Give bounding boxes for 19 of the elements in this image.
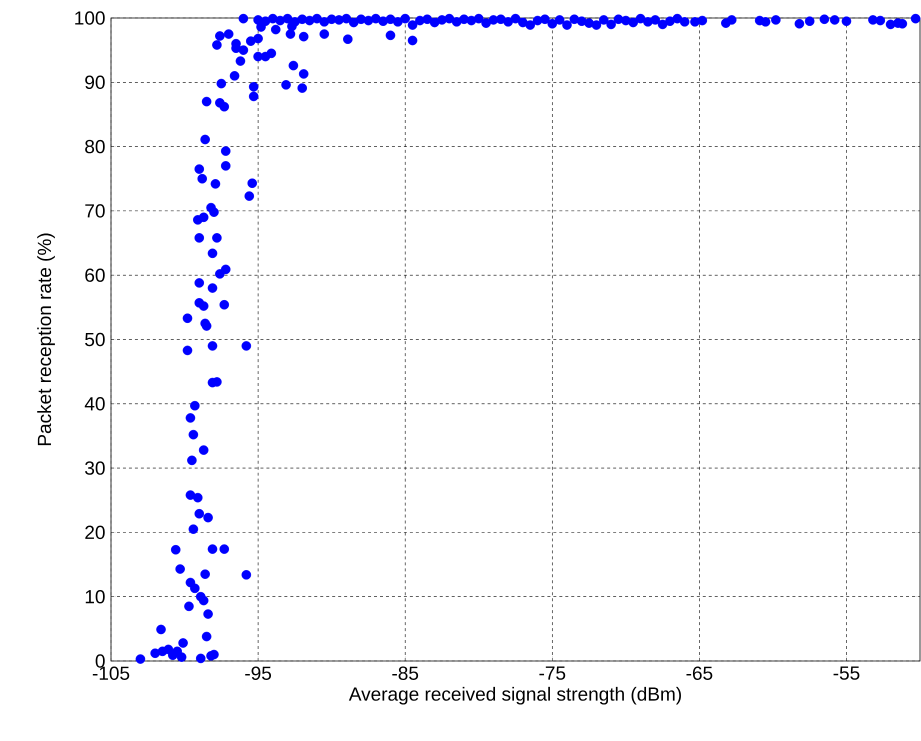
- y-axis-title: Packet reception rate (%): [37, 234, 55, 446]
- x-tick-label: -105: [92, 666, 130, 680]
- y-tick-label: 20: [85, 526, 105, 540]
- x-tick-label: -75: [539, 666, 566, 680]
- y-tick-label: 90: [85, 76, 105, 90]
- y-tick-label: 60: [85, 268, 105, 282]
- y-tick-label: 30: [85, 461, 105, 475]
- x-axis-title: Average received signal strength (dBm): [348, 686, 681, 705]
- y-tick-label: 80: [85, 140, 105, 154]
- x-tick-label: -55: [834, 666, 860, 680]
- x-tick-label: -85: [392, 666, 418, 680]
- y-tick-label: 10: [86, 590, 105, 604]
- y-tick-label: 0: [96, 654, 105, 668]
- x-tick-label: -65: [686, 666, 712, 680]
- y-tick-label: 100: [75, 11, 105, 25]
- y-tick-label: 50: [85, 332, 105, 346]
- y-tick-label: 40: [84, 397, 105, 411]
- y-tick-label: 70: [85, 204, 105, 218]
- x-tick-label: -95: [245, 666, 272, 680]
